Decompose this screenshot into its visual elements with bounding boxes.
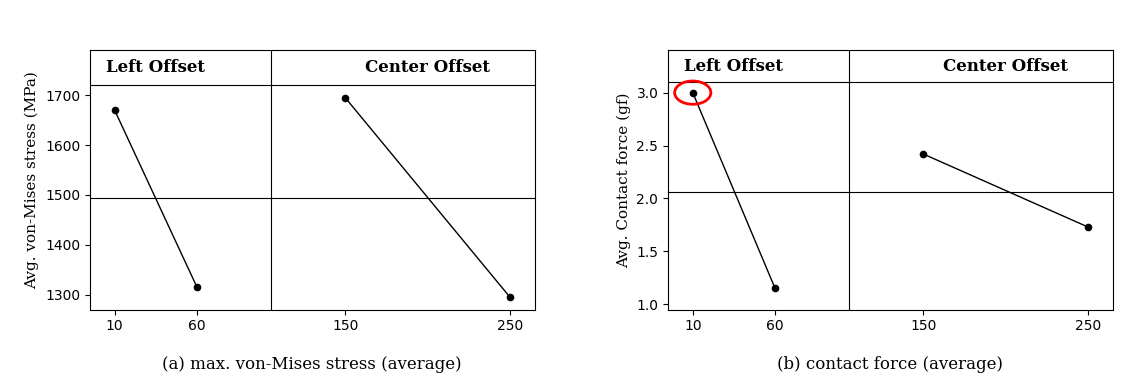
- Text: (a) max. von-Mises stress (average): (a) max. von-Mises stress (average): [163, 356, 462, 373]
- Y-axis label: Avg. von-Mises stress (MPa): Avg. von-Mises stress (MPa): [25, 71, 39, 289]
- Text: Center Offset: Center Offset: [943, 58, 1068, 75]
- Text: (b) contact force (average): (b) contact force (average): [778, 356, 1004, 373]
- Text: Left Offset: Left Offset: [107, 59, 206, 76]
- Text: Left Offset: Left Offset: [685, 58, 783, 75]
- Text: Center Offset: Center Offset: [365, 59, 490, 76]
- Y-axis label: Avg. Contact force (gf): Avg. Contact force (gf): [616, 92, 631, 268]
